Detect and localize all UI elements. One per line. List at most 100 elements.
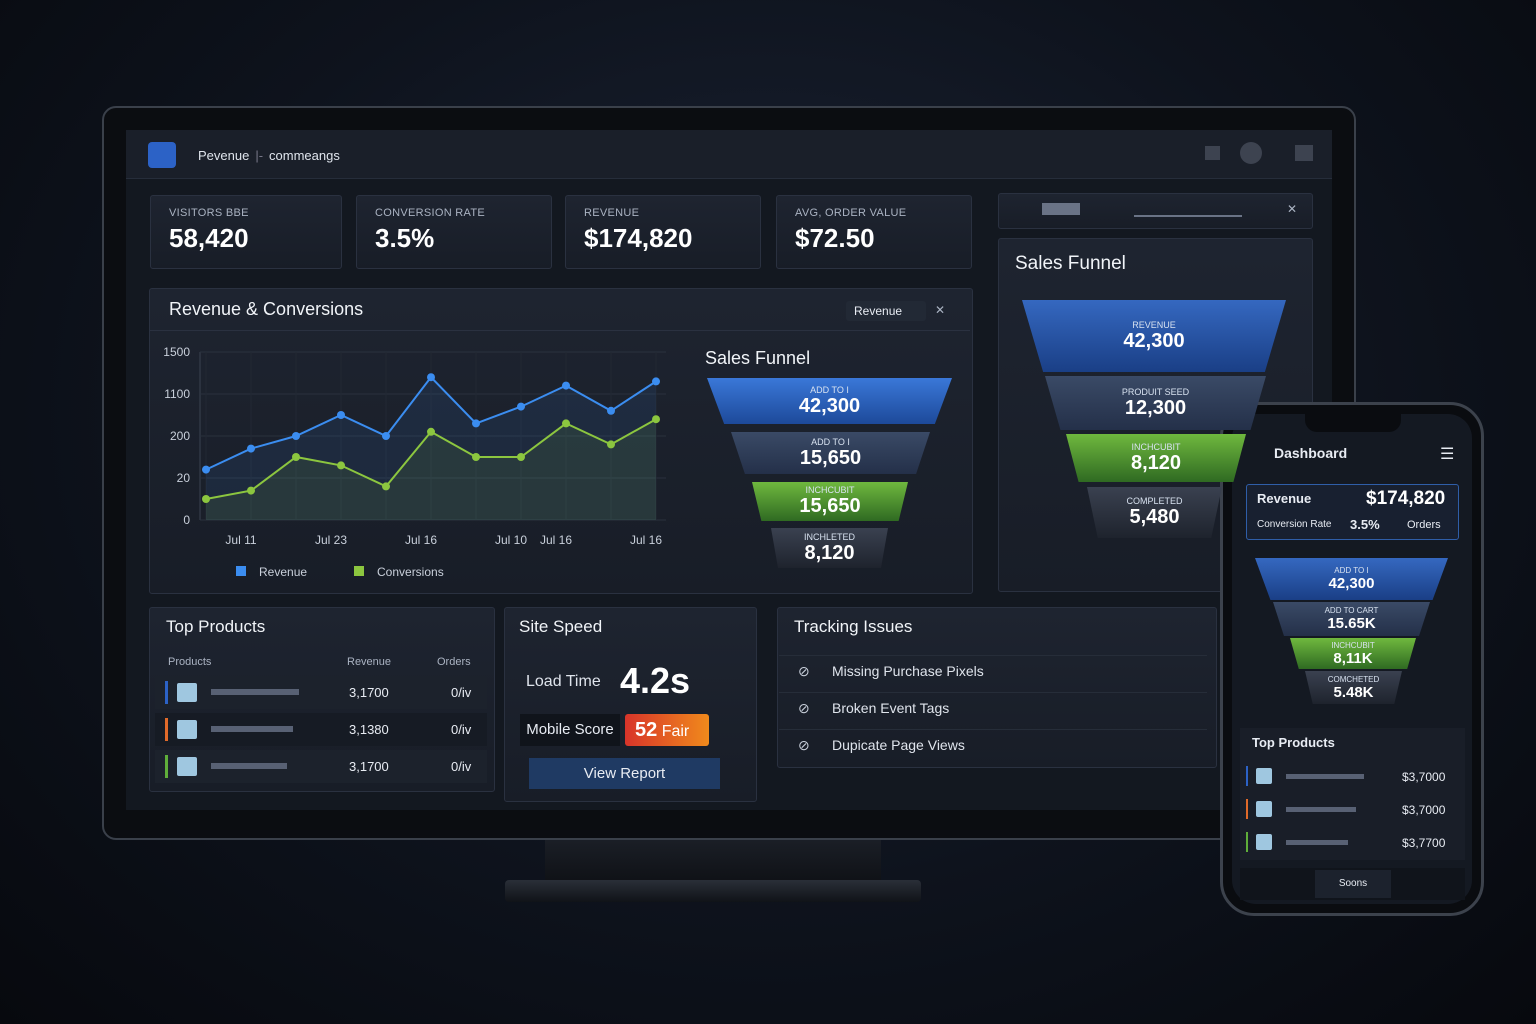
stage-label: ADD TO I [811, 436, 850, 447]
stage-label: REVENUE [1132, 319, 1176, 330]
product-thumb [177, 720, 197, 739]
phone-product-value: $3,7700 [1402, 836, 1446, 850]
point [337, 411, 345, 419]
phone-thumb [1256, 801, 1272, 817]
kpi-label: REVENUE [584, 207, 640, 219]
stage-value: 5.48K [1333, 683, 1374, 701]
stage-label: INCHCUBIT [805, 485, 855, 495]
column-header: Products [168, 656, 212, 668]
product-revenue: 3,1380 [349, 722, 389, 737]
stage-value: 42,300 [1123, 329, 1185, 352]
product-name [211, 726, 293, 732]
funnel-stage: ADD TO CART 15.65K [1273, 602, 1430, 636]
legend-label: Revenue [259, 565, 307, 579]
point [247, 444, 255, 453]
phone-product-name [1286, 774, 1364, 779]
phone-card [1246, 484, 1459, 540]
stage-label: PRODUIT SEED [1121, 386, 1190, 397]
nav-tab[interactable]: Soons [1315, 870, 1391, 898]
avatar[interactable] [1240, 142, 1262, 164]
phone-product-value: $3,7000 [1402, 803, 1446, 817]
panel-title: Tracking Issues [794, 617, 913, 636]
product-row[interactable] [155, 676, 487, 709]
kpi-label: AVG, ORDER VALUE [795, 207, 907, 219]
column-header: Orders [437, 656, 471, 668]
phone-notch [1305, 414, 1401, 432]
stage-value: 8,120 [804, 541, 855, 564]
point [517, 453, 525, 461]
filter-pill[interactable]: Revenue [846, 301, 926, 321]
stage-value: 42,300 [798, 394, 861, 417]
x-tick-label: Jul 11 [225, 533, 256, 547]
toolbar-close[interactable]: ✕ [1287, 202, 1298, 216]
stage-label: ADD TO I [1334, 566, 1369, 575]
funnel-stage: COMCHETED 5.48K [1305, 671, 1402, 704]
stage-label: COMCHETED [1327, 674, 1380, 684]
legend-swatch [354, 566, 364, 576]
phone-thumb [1256, 768, 1272, 784]
funnel-title: Sales Funnel [705, 348, 811, 368]
x-tick-label: Jul 23 [315, 533, 347, 547]
stage-value: 15,650 [799, 495, 861, 517]
phone-products-title: Top Products [1252, 735, 1335, 750]
phone-label: Orders [1407, 519, 1441, 531]
x-tick-label: Jul 16 [540, 533, 572, 547]
funnel-stage: INCHCUBIT 15,650 [752, 482, 908, 521]
kpi-card: REVENUE $174,820 [565, 195, 761, 269]
score-badge: 52 Fair [625, 714, 709, 746]
breadcrumb-item[interactable]: Pevenue [198, 148, 250, 163]
funnel-stage: COMPLETED 5,480 [1087, 487, 1222, 538]
issue-row[interactable] [779, 692, 1207, 728]
tracking-panel [777, 607, 1217, 768]
chart-title: Revenue & Conversions [169, 299, 364, 319]
x-tick-label: Jul 16 [630, 533, 662, 547]
issue-text: Missing Purchase Pixels [832, 663, 984, 679]
stage-label: INCHCUBIT [1131, 441, 1181, 452]
issue-row[interactable] [779, 729, 1207, 765]
product-row[interactable] [155, 750, 487, 783]
funnel-stage: INCHCUBIT 8,120 [1066, 434, 1246, 482]
kpi-card: CONVERSION RATE 3.5% [356, 195, 552, 269]
phone-menu[interactable]: ☰ [1440, 446, 1455, 463]
kpi-value: 58,420 [169, 223, 249, 253]
stage-label: ADD TO CART [1324, 606, 1379, 615]
product-row[interactable] [155, 713, 487, 746]
point [472, 453, 480, 461]
product-thumb [177, 683, 197, 702]
toolbar-select[interactable] [1042, 203, 1080, 215]
point [472, 419, 480, 428]
point [562, 419, 570, 428]
point [607, 440, 615, 449]
stage-label: INCHLETED [803, 531, 855, 542]
top-icon[interactable] [1205, 146, 1220, 160]
close-icon[interactable]: ✕ [935, 303, 946, 317]
kpi-card: AVG, ORDER VALUE $72.50 [776, 195, 972, 269]
mobile-label: Mobile Score [520, 714, 620, 746]
stage-label: COMPLETED [1126, 496, 1183, 506]
phone-product-value: $3,7000 [1402, 770, 1446, 784]
point [607, 406, 615, 415]
breadcrumb-item[interactable]: commeangs [269, 148, 340, 163]
point [427, 427, 435, 436]
product-thumb [177, 757, 197, 776]
area [206, 377, 656, 520]
breadcrumb: Pevenue |- commeangs [198, 148, 340, 163]
issue-icon: ⊘ [798, 663, 810, 679]
panel-title: Site Speed [519, 617, 603, 636]
toolbar-search[interactable] [1134, 203, 1242, 217]
funnel-stage: ADD TO I 15,650 [731, 432, 930, 474]
chart-divider [150, 330, 970, 331]
load-label: Load Time [526, 673, 601, 690]
product-name [211, 763, 287, 769]
stage-value: 15,650 [799, 446, 862, 469]
phone-label: Revenue [1257, 491, 1312, 506]
point [292, 453, 300, 461]
menu-icon[interactable] [1295, 145, 1313, 161]
phone-product-name [1286, 807, 1356, 812]
view-report-button[interactable]: View Report [529, 758, 720, 789]
y-tick-label: 20 [177, 471, 191, 485]
y-tick-label: 200 [170, 429, 190, 443]
issue-row[interactable] [779, 655, 1207, 691]
funnel-stage: REVENUE 42,300 [1022, 300, 1286, 372]
